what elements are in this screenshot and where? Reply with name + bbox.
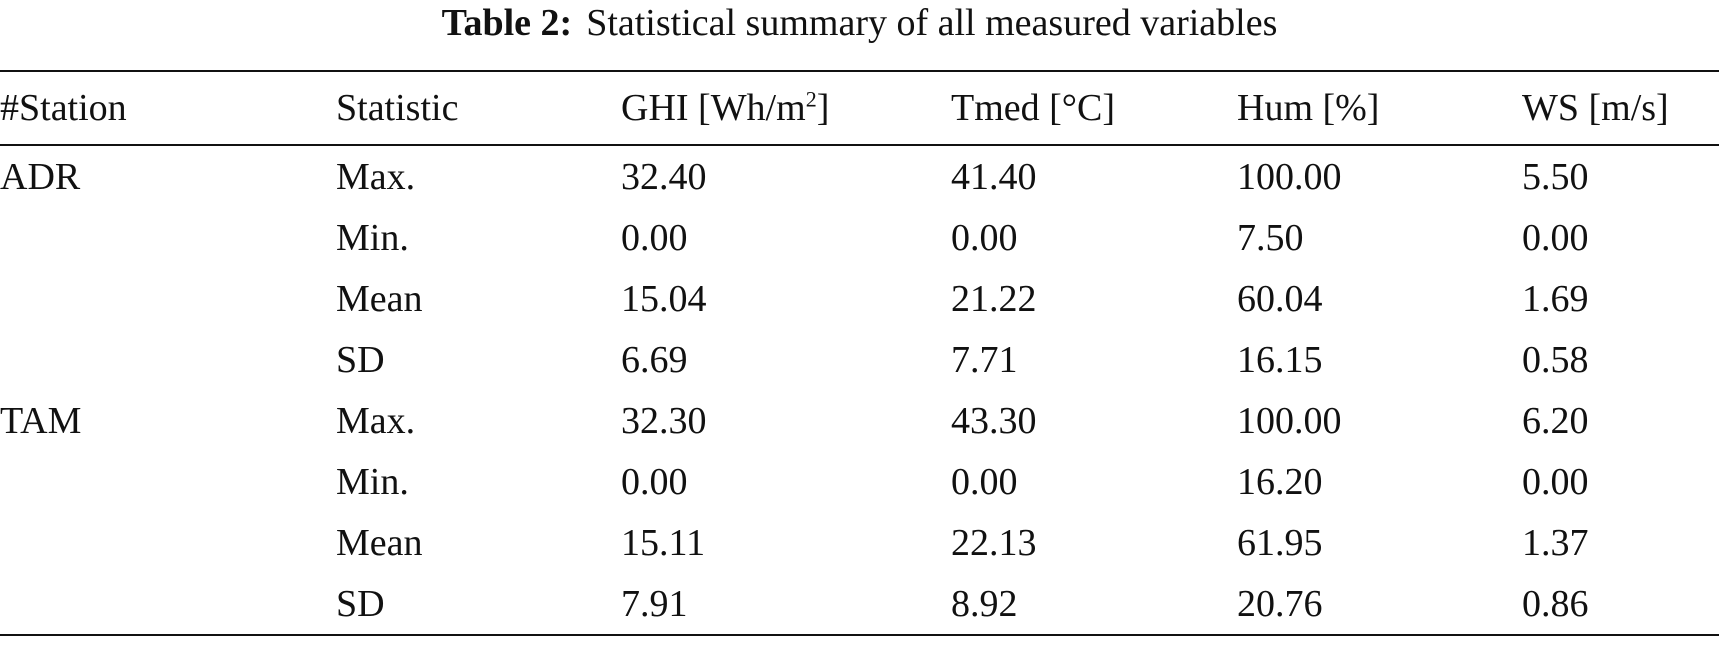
cell-tmed: 43.30 (951, 399, 1037, 442)
cell-ghi: 6.69 (621, 338, 688, 381)
cell-station (0, 573, 336, 635)
cell-statistic: Min. (336, 216, 409, 259)
cell-ghi: 15.04 (621, 277, 707, 320)
cell-ws: 5.50 (1522, 155, 1589, 198)
cell-statistic: Max. (336, 399, 416, 442)
table-row: SD 7.91 8.92 20.76 0.86 (0, 573, 1719, 635)
cell-hum: 100.00 (1237, 155, 1342, 198)
table-row: Mean 15.11 22.13 61.95 1.37 (0, 512, 1719, 573)
cell-hum: 16.20 (1237, 460, 1323, 503)
cell-tmed: 0.00 (951, 460, 1018, 503)
cell-hum: 61.95 (1237, 521, 1323, 564)
cell-ghi: 32.30 (621, 399, 707, 442)
cell-hum: 20.76 (1237, 582, 1323, 625)
table-row: ADR Max. 32.40 41.40 100.00 5.50 (0, 145, 1719, 207)
cell-ws: 0.86 (1522, 582, 1589, 625)
cell-station: ADR (0, 155, 81, 198)
header-statistic: Statistic (336, 87, 459, 129)
header-ghi-suffix: ] (816, 87, 830, 129)
caption-label: Table 2: (441, 2, 573, 44)
cell-hum: 100.00 (1237, 399, 1342, 442)
header-row: #Station Statistic GHI [Wh/m2] Tmed [°C]… (0, 71, 1719, 145)
header-ws: WS [m/s] (1522, 87, 1669, 129)
table-body: ADR Max. 32.40 41.40 100.00 5.50 Min. 0.00 0.00 7… (0, 145, 1719, 635)
table-row: Min. 0.00 0.00 16.20 0.00 (0, 451, 1719, 512)
cell-tmed: 7.71 (951, 338, 1018, 381)
cell-ws: 1.69 (1522, 277, 1589, 320)
cell-ws: 0.00 (1522, 460, 1589, 503)
cell-ghi: 0.00 (621, 460, 688, 503)
table-row: SD 6.69 7.71 16.15 0.58 (0, 329, 1719, 390)
cell-tmed: 0.00 (951, 216, 1018, 259)
cell-tmed: 8.92 (951, 582, 1018, 625)
cell-statistic: SD (336, 338, 385, 381)
cell-ghi: 32.40 (621, 155, 707, 198)
table-container: #Station Statistic GHI [Wh/m2] Tmed [°C]… (0, 70, 1719, 636)
cell-ws: 1.37 (1522, 521, 1589, 564)
cell-ghi: 15.11 (621, 521, 706, 564)
header-tmed: Tmed [°C] (951, 87, 1115, 129)
cell-station (0, 329, 336, 390)
cell-ws: 0.00 (1522, 216, 1589, 259)
cell-statistic: SD (336, 582, 385, 625)
cell-ws: 0.58 (1522, 338, 1589, 381)
table-caption: Table 2: Statistical summary of all measu… (0, 0, 1719, 60)
cell-ghi: 7.91 (621, 582, 688, 625)
header-ghi-prefix: GHI [Wh/m (621, 87, 806, 129)
header-ghi: GHI [Wh/m2] (621, 71, 951, 145)
table-header: #Station Statistic GHI [Wh/m2] Tmed [°C]… (0, 71, 1719, 145)
header-ghi-superscript: 2 (805, 86, 817, 112)
header-hum: Hum [%] (1237, 87, 1380, 129)
cell-station (0, 512, 336, 573)
caption-text: Statistical summary of all measured vari… (586, 2, 1278, 44)
statistics-table: #Station Statistic GHI [Wh/m2] Tmed [°C]… (0, 70, 1719, 636)
cell-hum: 60.04 (1237, 277, 1323, 320)
cell-ws: 6.20 (1522, 399, 1589, 442)
table-row: Min. 0.00 0.00 7.50 0.00 (0, 207, 1719, 268)
cell-hum: 7.50 (1237, 216, 1304, 259)
table-row: Mean 15.04 21.22 60.04 1.69 (0, 268, 1719, 329)
cell-hum: 16.15 (1237, 338, 1323, 381)
cell-tmed: 41.40 (951, 155, 1037, 198)
cell-statistic: Mean (336, 521, 423, 564)
cell-statistic: Min. (336, 460, 409, 503)
cell-tmed: 21.22 (951, 277, 1037, 320)
cell-ghi: 0.00 (621, 216, 688, 259)
cell-station (0, 207, 336, 268)
cell-tmed: 22.13 (951, 521, 1037, 564)
header-station: #Station (0, 87, 127, 129)
cell-station (0, 268, 336, 329)
cell-station: TAM (0, 399, 82, 442)
cell-statistic: Max. (336, 155, 416, 198)
cell-statistic: Mean (336, 277, 423, 320)
cell-station (0, 451, 336, 512)
table-row: TAM Max. 32.30 43.30 100.00 6.20 (0, 390, 1719, 451)
